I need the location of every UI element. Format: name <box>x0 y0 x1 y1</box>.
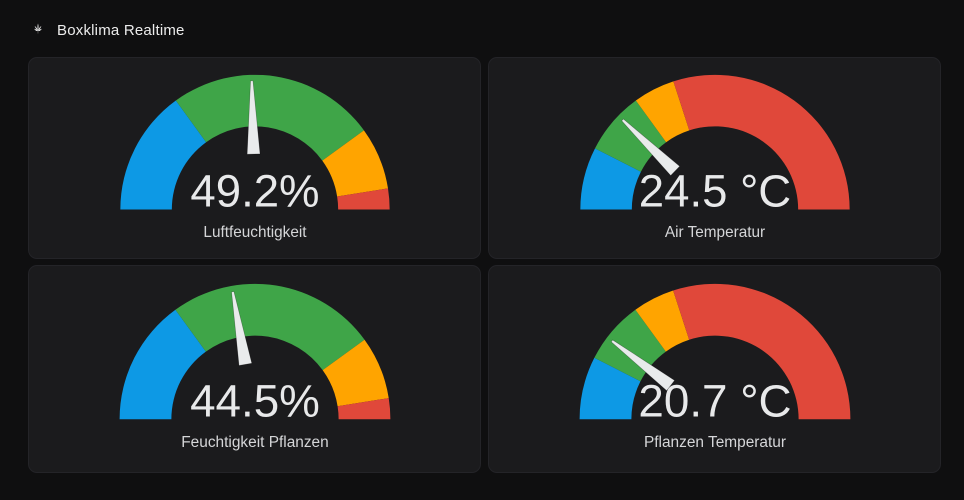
gauge-panel-feuchtigkeit-pflanzen[interactable]: 44.5% Feuchtigkeit Pflanzen <box>28 265 481 473</box>
gauge-chart: 20.7 °C Pflanzen Temperatur <box>579 283 851 451</box>
gauge-needle <box>610 339 675 392</box>
gauge-segment <box>673 283 851 420</box>
gauge-arc-segments <box>120 74 390 210</box>
gauge-segment <box>322 130 388 197</box>
gauge-segment <box>119 309 206 420</box>
gauge-segment <box>673 74 850 210</box>
gauge-title: Luftfeuchtigkeit <box>203 224 307 241</box>
gauge-panel-air-temperatur[interactable]: 24.5 °C Air Temperatur <box>488 57 941 259</box>
gauge-segment <box>579 357 641 420</box>
gauge-segment <box>175 74 364 161</box>
gauge-needle <box>621 118 681 176</box>
gauge-chart: 44.5% Feuchtigkeit Pflanzen <box>119 283 391 451</box>
gauge-arc-segments <box>579 283 851 420</box>
gauge-value: 44.5% <box>190 375 320 426</box>
gauge-segment <box>120 100 207 210</box>
gauge-value: 49.2% <box>190 166 319 217</box>
gauge-title: Air Temperatur <box>665 224 765 241</box>
gauge-segment <box>175 283 365 371</box>
cannabis-leaf-icon <box>30 22 46 38</box>
gauge-value: 24.5 °C <box>639 166 791 217</box>
gauge-needle <box>246 80 261 155</box>
panel-grid: 49.2% Luftfeuchtigkeit 24.5 °C Air Tempe… <box>28 57 941 473</box>
gauge-segment <box>337 188 390 210</box>
gauge-needle <box>231 291 253 366</box>
gauge-panel-luftfeuchtigkeit[interactable]: 49.2% Luftfeuchtigkeit <box>28 57 481 259</box>
gauge-segment <box>580 148 641 210</box>
gauge-title: Pflanzen Temperatur <box>644 434 786 451</box>
gauge-segment <box>337 398 391 420</box>
gauge-segment <box>635 81 690 143</box>
gauge-arc-segments <box>119 283 391 420</box>
gauge-arc-segments <box>580 74 850 210</box>
gauge-value: 20.7 °C <box>638 375 791 426</box>
gauge-panel-pflanzen-temperatur[interactable]: 20.7 °C Pflanzen Temperatur <box>488 265 941 473</box>
gauge-chart: 24.5 °C Air Temperatur <box>580 74 850 241</box>
gauge-segment <box>635 290 690 352</box>
gauge-title: Feuchtigkeit Pflanzen <box>181 434 328 451</box>
gauge-segment <box>322 339 389 407</box>
gauge-segment <box>595 100 667 172</box>
dashboard-header: Boxklima Realtime <box>30 14 185 46</box>
gauge-chart: 49.2% Luftfeuchtigkeit <box>120 74 390 241</box>
dashboard-title: Boxklima Realtime <box>57 21 185 39</box>
